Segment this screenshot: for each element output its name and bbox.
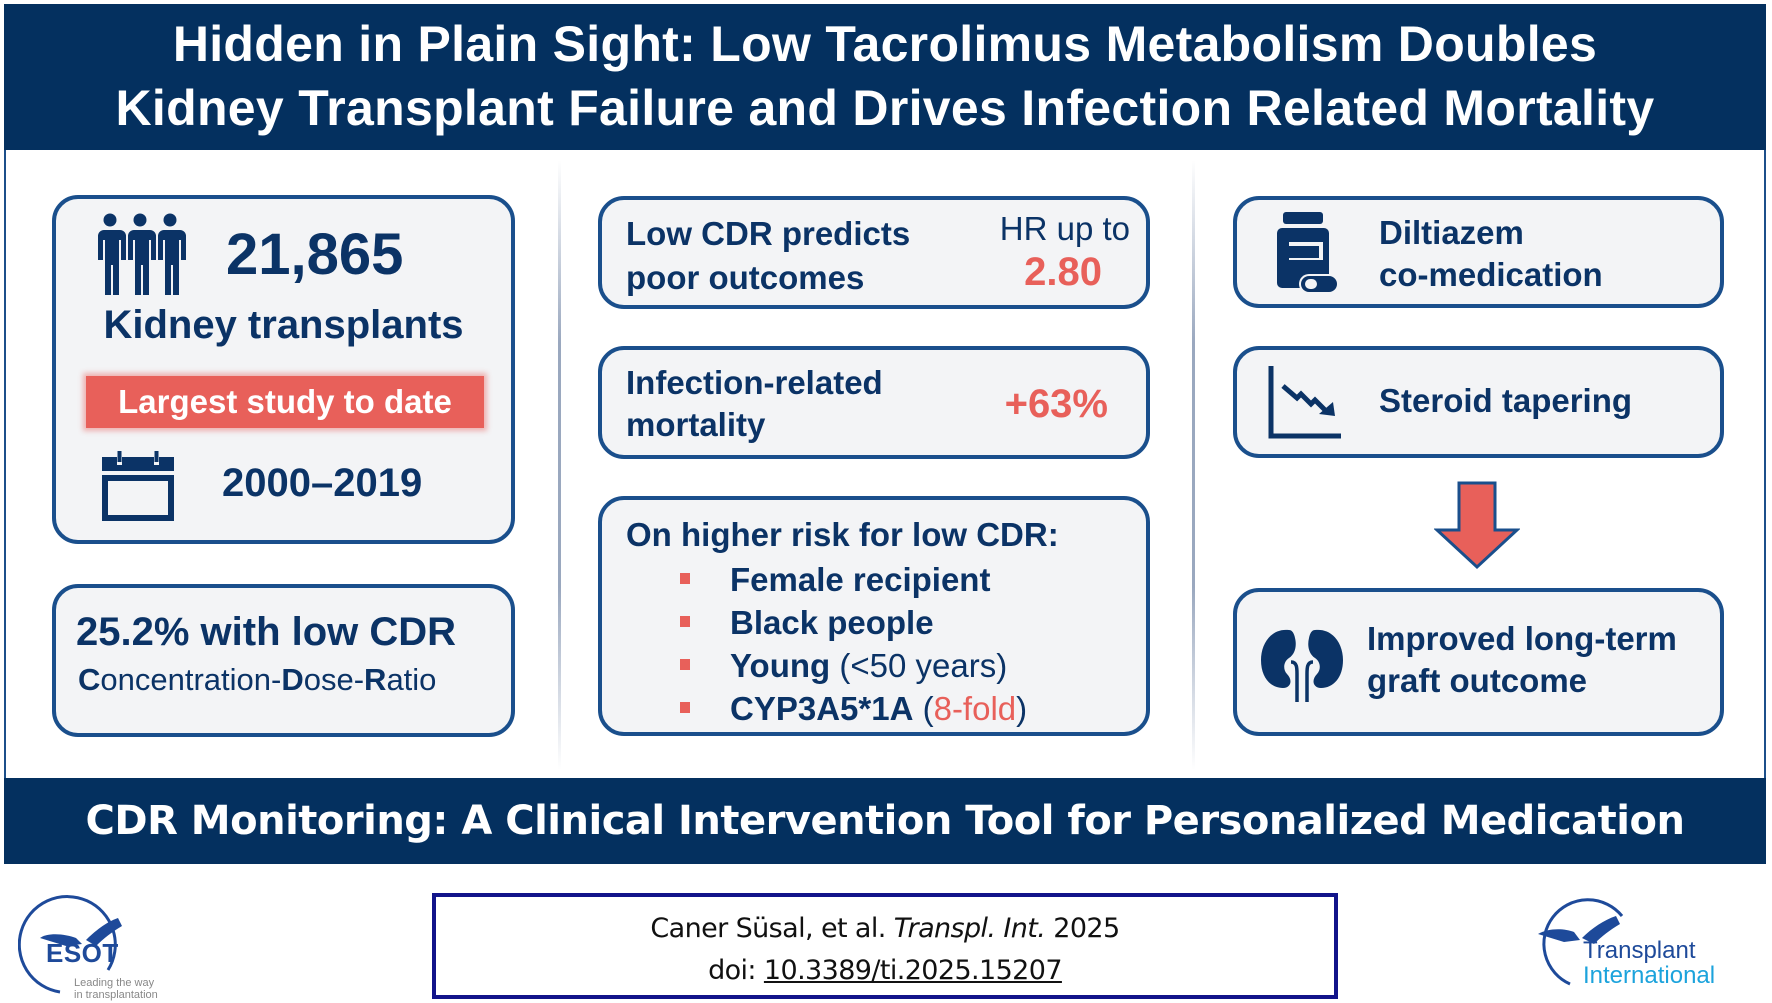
- label-line: mortality: [626, 406, 766, 443]
- title-banner: Hidden in Plain Sight: Low Tacrolimus Me…: [4, 4, 1766, 150]
- citation-journal: Transpl. Int.: [893, 913, 1046, 944]
- title-line-2: Kidney Transplant Failure and Drives Inf…: [115, 80, 1655, 136]
- citation-reference: Caner Süsal, et al. Transpl. Int. 2025: [436, 909, 1334, 949]
- detail-text: <50 years: [850, 647, 997, 684]
- steroid-tapering-label: Steroid tapering: [1379, 382, 1633, 419]
- risk-factor: Young: [730, 647, 831, 684]
- bullet-icon: [680, 616, 690, 627]
- bullet-icon: [680, 659, 690, 670]
- graft-outcome-label: Improved long-term graft outcome: [1367, 618, 1677, 702]
- label-line: co-medication: [1379, 256, 1603, 293]
- column-divider-right: [1192, 160, 1195, 770]
- journal-logo-line-2: International: [1583, 962, 1716, 989]
- label-line: Improved long-term: [1367, 620, 1677, 657]
- tagline-line: in transplantation: [74, 989, 158, 1001]
- low-cdr-box: 25.2% with low CDR Concentration-Dose-Ra…: [52, 584, 515, 737]
- diltiazem-label: Diltiazem co-medication: [1379, 212, 1603, 296]
- risk-factors-box: On higher risk for low CDR: Female recip…: [598, 496, 1150, 736]
- bullet-icon: [680, 702, 690, 713]
- journal-logo-line-1: Transplant: [1583, 937, 1696, 964]
- list-item: Young (<50 years): [678, 644, 1027, 687]
- low-cdr-percentage: 25.2% with low CDR: [76, 610, 457, 654]
- study-size-box: 21,865 Kidney transplants Largest study …: [52, 195, 515, 544]
- citation-year: 2025: [1053, 913, 1120, 944]
- doi-link[interactable]: 10.3389/ti.2025.15207: [763, 955, 1063, 986]
- column-divider-left: [558, 160, 561, 770]
- label-line: Diltiazem: [1379, 214, 1524, 251]
- label-line: Infection-related: [626, 364, 883, 401]
- hazard-ratio-prefix: HR up to: [999, 210, 1130, 247]
- label-line: Low CDR predicts: [626, 215, 911, 252]
- detail-text: 8-fold: [933, 690, 1017, 727]
- risk-factor-detail: (8-fold): [922, 690, 1028, 727]
- label-line: graft outcome: [1367, 662, 1588, 699]
- title-line-1: Hidden in Plain Sight: Low Tacrolimus Me…: [172, 16, 1598, 72]
- cdr-part: oncentration-: [100, 662, 282, 697]
- steroid-tapering-box: Steroid tapering: [1233, 346, 1724, 458]
- cdr-part: atio: [386, 662, 437, 697]
- risk-factor: Black people: [730, 604, 934, 641]
- graft-outcome-box: Improved long-term graft outcome: [1233, 588, 1724, 736]
- infection-mortality-box: Infection-related mortality +63%: [598, 346, 1150, 459]
- infection-mortality-label: Infection-related mortality: [626, 362, 883, 446]
- calendar-icon: [102, 451, 174, 521]
- esot-logo-icon: [18, 895, 122, 994]
- hazard-ratio-label: Low CDR predicts poor outcomes: [626, 212, 910, 300]
- risk-factors-list: Female recipient Black people Young (<50…: [678, 558, 1027, 730]
- citation-doi: doi: 10.3389/ti.2025.15207: [436, 949, 1334, 993]
- pill-bottle-icon: [1277, 212, 1339, 294]
- hazard-ratio-value: 2.80: [1024, 250, 1102, 294]
- people-icon: [98, 213, 186, 295]
- list-item: Black people: [678, 601, 1027, 644]
- hazard-ratio-box: Low CDR predicts poor outcomes HR up to …: [598, 196, 1150, 309]
- doi-prefix: doi:: [708, 955, 756, 986]
- declining-chart-icon: [1268, 366, 1341, 439]
- transplant-count: 21,865: [226, 222, 404, 287]
- citation-authors: Caner Süsal, et al.: [650, 913, 886, 944]
- largest-study-badge: Largest study to date: [86, 376, 484, 428]
- cdr-part: ose-: [303, 662, 365, 697]
- study-period: 2000–2019: [222, 461, 423, 505]
- risk-factors-title: On higher risk for low CDR:: [626, 516, 1059, 553]
- kidney-icon: [1261, 629, 1343, 702]
- esot-logo-text: ESOT: [46, 938, 119, 968]
- cdr-part: D: [281, 662, 304, 697]
- cdr-part: R: [364, 662, 387, 697]
- citation-box: Caner Süsal, et al. Transpl. Int. 2025 d…: [432, 893, 1338, 999]
- conclusion-banner: CDR Monitoring: A Clinical Intervention …: [4, 778, 1766, 864]
- transplant-international-logo-icon: [1538, 898, 1624, 986]
- esot-tagline: Leading the way in transplantation: [74, 977, 158, 1001]
- label-line: poor outcomes: [626, 259, 865, 296]
- cdr-part: C: [78, 662, 101, 697]
- risk-factor-detail: (<50 years): [839, 647, 1008, 684]
- risk-factor: CYP3A5*1A: [730, 690, 914, 727]
- list-item: CYP3A5*1A (8-fold): [678, 687, 1027, 730]
- cdr-definition: Concentration-Dose-Ratio: [78, 662, 436, 698]
- list-item: Female recipient: [678, 558, 1027, 601]
- transplant-label: Kidney transplants: [103, 303, 464, 347]
- risk-factor: Female recipient: [730, 561, 991, 598]
- infection-mortality-value: +63%: [1004, 382, 1108, 426]
- arrow-down-icon: [1434, 481, 1520, 570]
- tagline-line: Leading the way: [74, 977, 155, 989]
- bullet-icon: [680, 573, 690, 584]
- diltiazem-box: Diltiazem co-medication: [1233, 196, 1724, 308]
